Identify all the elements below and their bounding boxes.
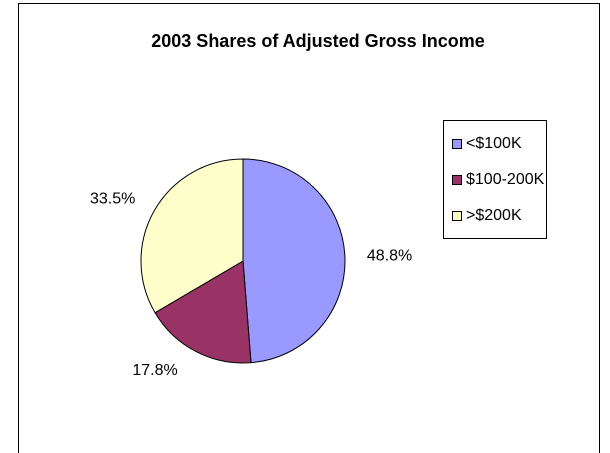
pie-slice — [242, 158, 346, 364]
chart-frame — [18, 3, 600, 453]
chart-title: 2003 Shares of Adjusted Gross Income — [151, 31, 484, 51]
legend-label: <$100K — [466, 135, 522, 152]
data-label: 48.8% — [367, 247, 412, 264]
legend-label: >$200K — [466, 207, 522, 224]
legend-swatch — [452, 139, 462, 149]
data-label: 17.8% — [132, 362, 177, 379]
legend-swatch — [452, 211, 462, 221]
legend-swatch — [452, 175, 462, 185]
pie-slice — [154, 260, 252, 364]
legend-label: $100-200K — [466, 171, 545, 188]
pie-slice — [140, 158, 244, 314]
data-label: 33.5% — [90, 191, 135, 208]
